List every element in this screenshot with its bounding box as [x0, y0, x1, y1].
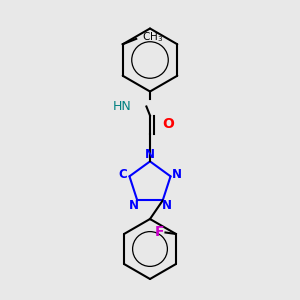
- Text: HN: HN: [113, 100, 131, 113]
- Text: CH$_3$: CH$_3$: [142, 30, 163, 44]
- Text: F: F: [155, 226, 164, 239]
- Text: C: C: [119, 168, 128, 181]
- Text: N: N: [172, 168, 182, 181]
- Text: N: N: [145, 148, 155, 161]
- Text: N: N: [162, 199, 172, 212]
- Text: O: O: [163, 118, 175, 131]
- Text: N: N: [128, 199, 138, 212]
